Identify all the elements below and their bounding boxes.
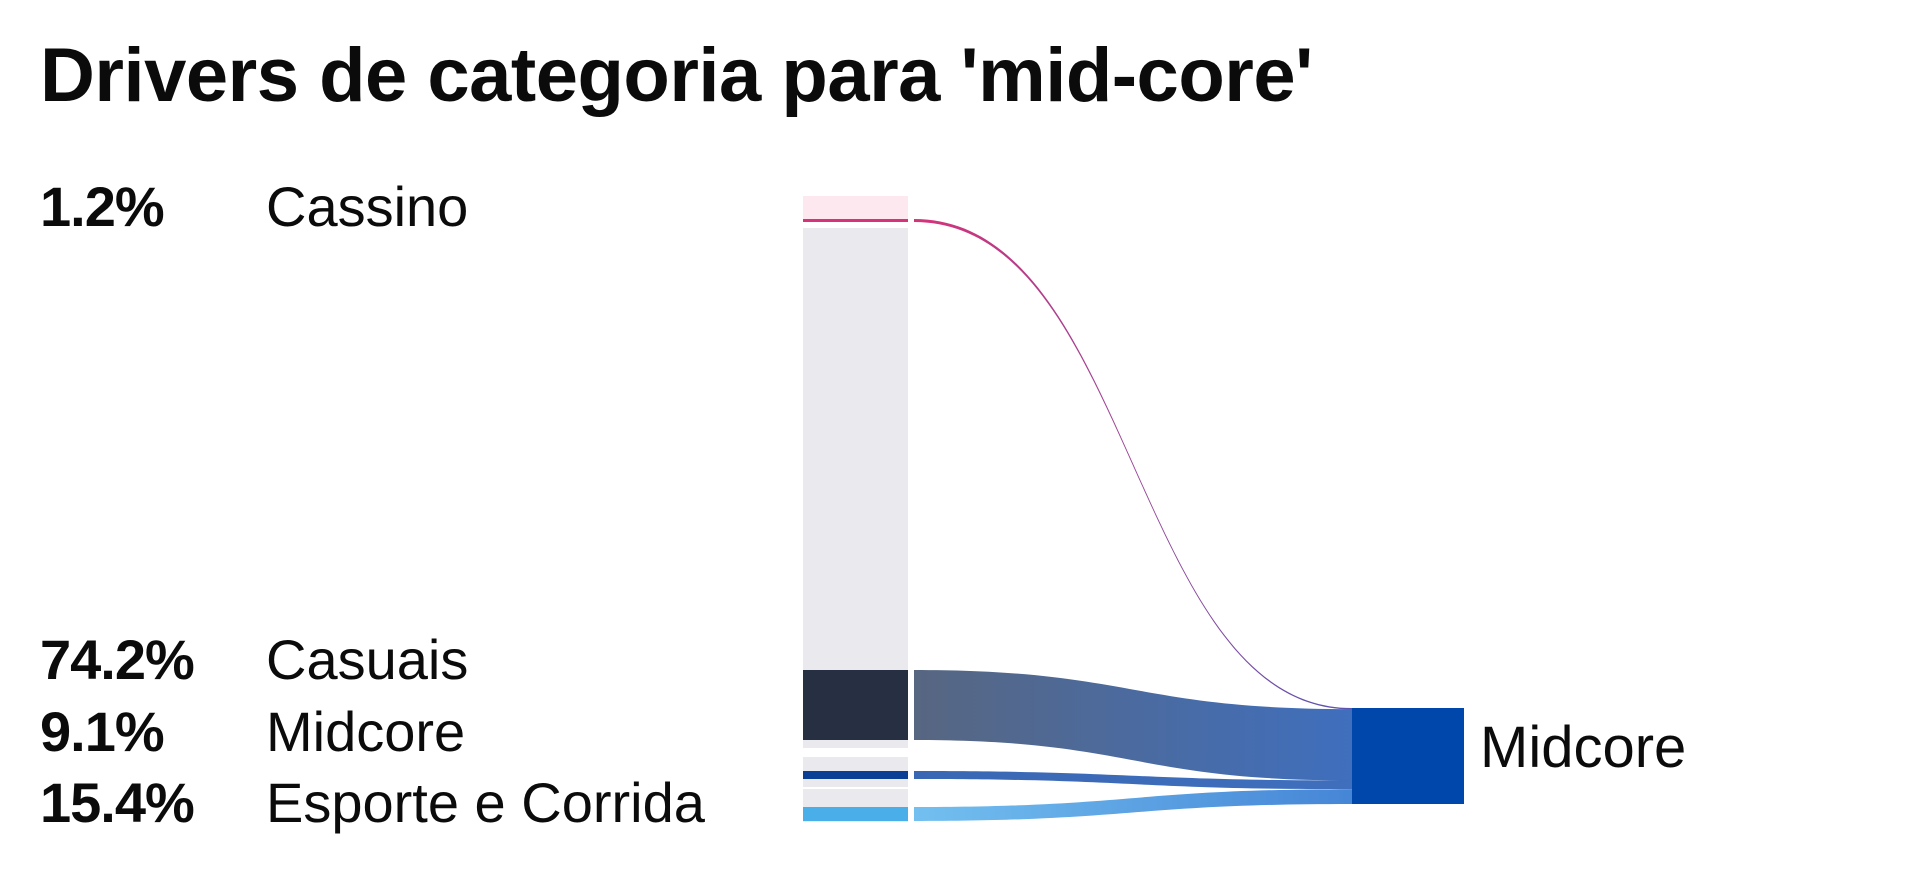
target-label-midcore: Midcore bbox=[1480, 715, 1687, 780]
source-label-esporte-e-corrida: Esporte e Corrida bbox=[266, 771, 705, 834]
chart-title: Drivers de categoria para 'mid-core' bbox=[40, 33, 1313, 118]
source-share-casuais: 74.2% bbox=[40, 628, 195, 691]
flow-midcore-to-midcore bbox=[914, 771, 1352, 790]
source-label-cassino: Cassino bbox=[266, 175, 469, 238]
flow-esporte-e-corrida-to-midcore bbox=[914, 789, 1352, 821]
source-node-casuais bbox=[803, 670, 908, 740]
target-node-midcore bbox=[1352, 708, 1464, 804]
flow-casuais-to-midcore bbox=[914, 670, 1352, 781]
source-label-casuais: Casuais bbox=[266, 628, 469, 691]
source-node-cassino bbox=[803, 219, 908, 222]
source-label-midcore: Midcore bbox=[266, 700, 466, 763]
source-node-bg-cassino bbox=[803, 196, 908, 222]
source-node-esporte-e-corrida bbox=[803, 807, 908, 821]
source-node-bg-casuais bbox=[803, 228, 908, 748]
source-share-esporte-e-corrida: 15.4% bbox=[40, 771, 195, 834]
source-node-midcore bbox=[803, 771, 908, 779]
source-share-midcore: 9.1% bbox=[40, 700, 165, 763]
source-share-cassino: 1.2% bbox=[40, 175, 165, 238]
flow-cassino-to-midcore bbox=[914, 219, 1352, 710]
